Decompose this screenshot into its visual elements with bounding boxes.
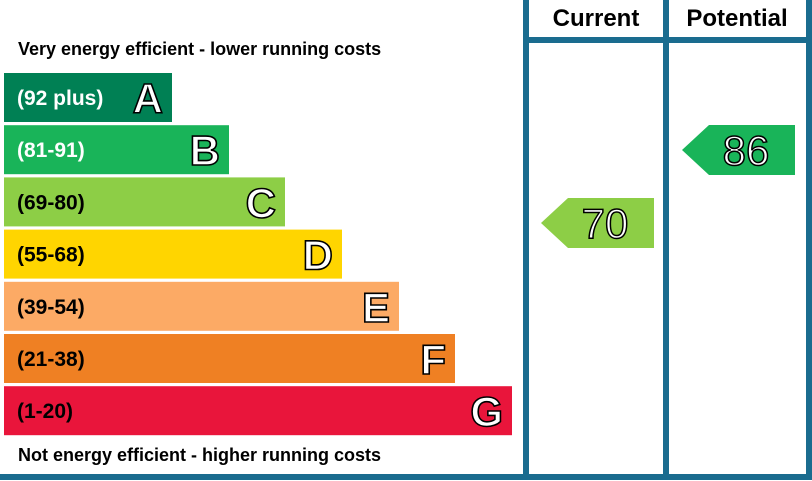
current-rating-arrow	[541, 198, 654, 248]
band-letter-g: G	[470, 388, 503, 435]
band-range-b: (81-91)	[17, 139, 85, 162]
potential-rating-marker: 86	[682, 125, 795, 175]
band-e: (39-54) E	[4, 281, 399, 332]
band-range-a: (92 plus)	[17, 87, 103, 110]
band-range-g: (1-20)	[17, 400, 73, 423]
top-note: Very energy efficient - lower running co…	[18, 39, 381, 59]
current-rating-value: 70	[582, 200, 629, 247]
potential-rating-value: 86	[723, 127, 770, 174]
potential-rating-arrow	[682, 125, 795, 175]
band-bar-a	[4, 73, 172, 122]
band-bar-b	[4, 125, 229, 175]
frame-bottom-line	[0, 474, 812, 480]
band-bar-g	[4, 386, 512, 436]
band-range-e: (39-54)	[17, 296, 85, 319]
current-column-header: Current	[553, 5, 640, 32]
band-letter-f: F	[420, 336, 446, 383]
band-bar-f	[4, 334, 455, 383]
band-letter-e: E	[362, 284, 390, 331]
frame-left-line	[523, 0, 529, 475]
band-f: (21-38) F	[4, 334, 455, 384]
potential-column-header: Potential	[686, 5, 787, 32]
bottom-note: Not energy efficient - higher running co…	[18, 445, 381, 465]
band-letter-b: B	[190, 127, 220, 174]
band-g: (1-20) G	[4, 386, 512, 436]
band-bar-e	[4, 281, 399, 331]
band-b: (81-91) B	[4, 125, 229, 175]
frame-middle-line	[663, 0, 669, 475]
bands-layer: (92 plus) A(81-91) B(69-80) C(55-68) D(39-54…	[4, 73, 512, 436]
band-range-f: (21-38)	[17, 348, 85, 371]
band-letter-c: C	[246, 179, 276, 226]
band-letter-d: D	[303, 232, 333, 279]
band-bar-c	[4, 177, 285, 227]
band-range-c: (69-80)	[17, 191, 85, 214]
band-range-d: (55-68)	[17, 244, 85, 267]
frame-right-line	[806, 0, 812, 475]
band-bar-d	[4, 229, 342, 279]
frame-header-line	[523, 37, 812, 43]
band-a: (92 plus) A	[4, 73, 172, 123]
band-letter-a: A	[133, 75, 163, 122]
band-c: (69-80) C	[4, 177, 285, 227]
band-d: (55-68) D	[4, 229, 342, 279]
current-rating-marker: 70	[541, 198, 654, 248]
